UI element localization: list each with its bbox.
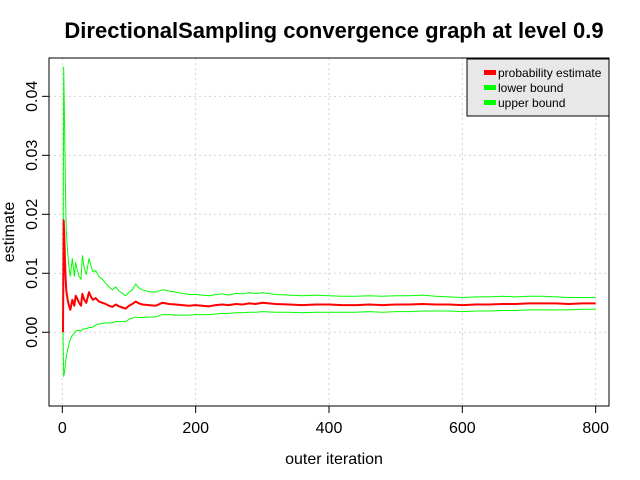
y-axis: 0.00 0.01 0.02 0.03 0.04 [24,81,50,348]
x-tick-label: 600 [449,420,476,437]
grid [49,58,609,406]
y-tick-label: 0.02 [24,199,41,230]
x-tick-label: 200 [182,420,209,437]
x-tick-label: 0 [58,420,67,437]
legend-label: upper bound [498,96,565,110]
y-tick-label: 0.00 [24,317,41,348]
x-tick-label: 800 [582,420,609,437]
chart-title: DirectionalSampling convergence graph at… [64,18,603,43]
x-axis: 0 200 400 600 800 [58,405,609,437]
y-axis-label: estimate [1,202,18,263]
y-tick-label: 0.04 [24,81,41,112]
y-tick-label: 0.03 [24,140,41,171]
legend-label: lower bound [498,81,563,95]
legend-swatch [484,100,496,105]
x-axis-label: outer iteration [285,451,383,468]
series-line-lower-bound [62,308,596,378]
x-tick-label: 400 [316,420,343,437]
series-line-upper-bound [62,66,596,333]
y-tick-label: 0.01 [24,258,41,289]
series-line-probability-estimate [62,219,596,333]
legend-swatch [484,85,496,90]
legend-label: probability estimate [498,66,602,80]
legend-swatch [484,70,496,75]
series-lines [62,66,596,378]
